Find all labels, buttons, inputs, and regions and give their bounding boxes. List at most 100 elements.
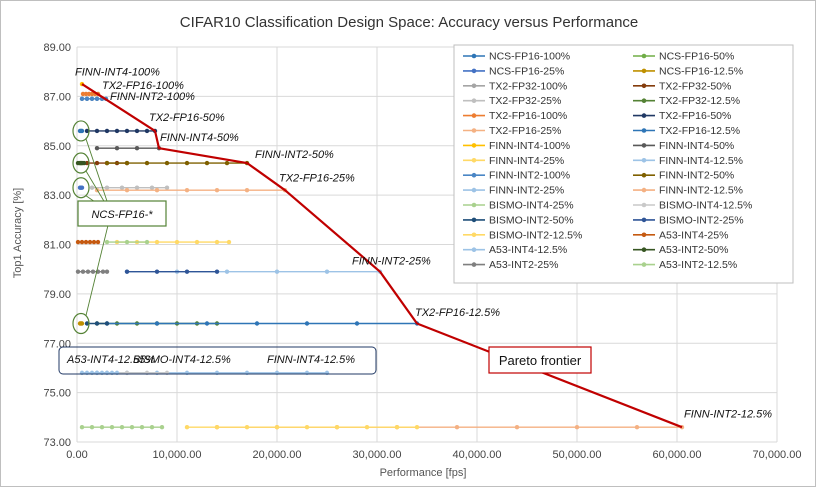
legend-item: FINN-INT2-12.5% <box>633 185 743 197</box>
data-point <box>274 424 280 430</box>
legend-label: TX2-FP16-12.5% <box>659 125 740 137</box>
tick-labels: 73.00 75.00 77.00 79.00 81.00 83.00 85.00 87.00… <box>43 42 801 461</box>
data-point <box>184 187 190 193</box>
legend-label: A53-INT2-50% <box>659 244 728 256</box>
legend-item: TX2-FP32-12.5% <box>633 95 740 107</box>
legend-swatch-marker <box>641 202 647 208</box>
data-point <box>83 239 89 245</box>
legend-item: NCS-FP16-25% <box>463 65 564 77</box>
legend-item: FINN-INT4-50% <box>633 140 734 152</box>
legend-swatch-marker <box>641 187 647 193</box>
data-point <box>304 424 310 430</box>
data-point <box>139 424 145 430</box>
data-point <box>154 187 160 193</box>
legend-swatch-marker <box>471 143 477 148</box>
y-tick-label: 83.00 <box>43 190 71 202</box>
data-point <box>104 128 110 134</box>
data-point <box>149 185 155 190</box>
pareto-line <box>81 83 683 429</box>
legend-label: FINN-INT2-50% <box>659 170 734 182</box>
series-TX2-FP16-12.5% <box>104 321 420 326</box>
data-point <box>184 424 190 430</box>
legend-swatch-marker <box>641 217 647 223</box>
data-point <box>194 239 200 245</box>
data-point <box>104 321 110 326</box>
legend-swatch-marker <box>641 262 647 267</box>
ncs-callout: NCS-FP16-* <box>72 120 167 335</box>
data-point <box>94 321 100 326</box>
data-point <box>144 128 150 134</box>
data-point <box>84 128 90 134</box>
legend-item: TX2-FP16-50% <box>633 110 731 122</box>
legend-item: FINN-INT2-100% <box>463 170 570 182</box>
x-tick-label: 50,000.00 <box>553 449 602 461</box>
data-point <box>244 187 250 193</box>
legend-swatch-marker <box>471 128 477 133</box>
ncs-ellipse <box>72 312 90 335</box>
annotation-label: TX2-FP16-12.5% <box>415 307 500 319</box>
data-point <box>214 424 220 430</box>
data-point <box>354 321 360 326</box>
legend-label: BISMO-INT4-12.5% <box>659 200 752 212</box>
pareto-label-box <box>488 346 592 374</box>
data-point <box>100 269 106 274</box>
series-BISMO-INT2-50% <box>84 321 110 326</box>
legend-item: FINN-INT2-50% <box>633 170 734 182</box>
annotation-label: FINN-INT2-50% <box>255 149 334 161</box>
series-A53-INT4-25% <box>75 239 101 245</box>
x-tick-label: 30,000.00 <box>353 449 402 461</box>
legend-item: NCS-FP16-50% <box>633 51 734 63</box>
data-point <box>129 424 135 430</box>
legend-item: A53-INT2-25% <box>463 259 558 271</box>
series-A53-INT4-12.5% <box>79 370 120 376</box>
legend-swatch-marker <box>641 172 647 178</box>
legend: NCS-FP16-100% NCS-FP16-50% NCS-FP16-25% NCS… <box>453 44 794 284</box>
data-point <box>104 239 110 245</box>
legend-label: TX2-FP32-100% <box>489 80 567 92</box>
y-tick-label: 73.00 <box>43 437 71 449</box>
data-point <box>119 424 125 430</box>
legend-label: A53-INT4-12.5% <box>489 244 567 256</box>
data-point <box>184 269 190 274</box>
annotation-label: TX2-FP16-100% <box>102 80 184 92</box>
series-FINN-INT4-50% <box>94 146 162 151</box>
data-point <box>254 321 260 326</box>
annotation-label: FINN-INT4-100% <box>75 66 160 78</box>
data-point <box>124 160 130 166</box>
data-point <box>99 424 105 430</box>
data-point <box>134 128 140 134</box>
legend-label: BISMO-INT2-50% <box>489 214 574 226</box>
legend-label: BISMO-INT2-25% <box>659 214 744 226</box>
series-BISMO-INT4-25% <box>104 239 150 245</box>
legend-swatch-marker <box>471 158 477 163</box>
data-point <box>104 185 110 190</box>
data-point <box>94 160 100 166</box>
data-point <box>634 424 640 430</box>
data-point <box>154 269 160 274</box>
legend-item: BISMO-INT2-25% <box>633 214 744 226</box>
legend-item: TX2-FP16-25% <box>463 125 561 137</box>
legend-label: A53-INT2-12.5% <box>659 259 737 271</box>
legend-label: FINN-INT2-12.5% <box>659 185 743 197</box>
legend-item: BISMO-INT2-50% <box>463 214 574 226</box>
annotation-label: FINN-INT4-50% <box>160 132 239 144</box>
data-point <box>79 239 85 245</box>
legend-label: TX2-FP32-25% <box>489 95 561 107</box>
legend-item: TX2-FP32-50% <box>633 80 731 92</box>
series-FINN-INT2-100% <box>79 96 109 102</box>
series-NCS-FP16-100% <box>77 128 85 134</box>
legend-label: FINN-INT4-12.5% <box>659 155 743 167</box>
ncs-ellipse <box>72 120 90 142</box>
annotation-label: TX2-FP16-25% <box>279 173 355 185</box>
data-point <box>454 424 460 430</box>
data-point <box>87 239 93 245</box>
low-accuracy-box <box>58 346 377 375</box>
annotations-layer: FINN-INT4-100% TX2-FP16-100% FINN-INT2-100… <box>66 66 772 420</box>
series-A53-INT2-12.5% <box>79 424 165 430</box>
pareto-label: Pareto frontier <box>499 353 582 368</box>
y-tick-label: 75.00 <box>43 388 71 400</box>
legend-label: NCS-FP16-12.5% <box>659 65 743 77</box>
data-point <box>95 239 101 245</box>
y-tick-label: 87.00 <box>43 91 71 103</box>
series-A53-INT2-25% <box>75 269 110 274</box>
